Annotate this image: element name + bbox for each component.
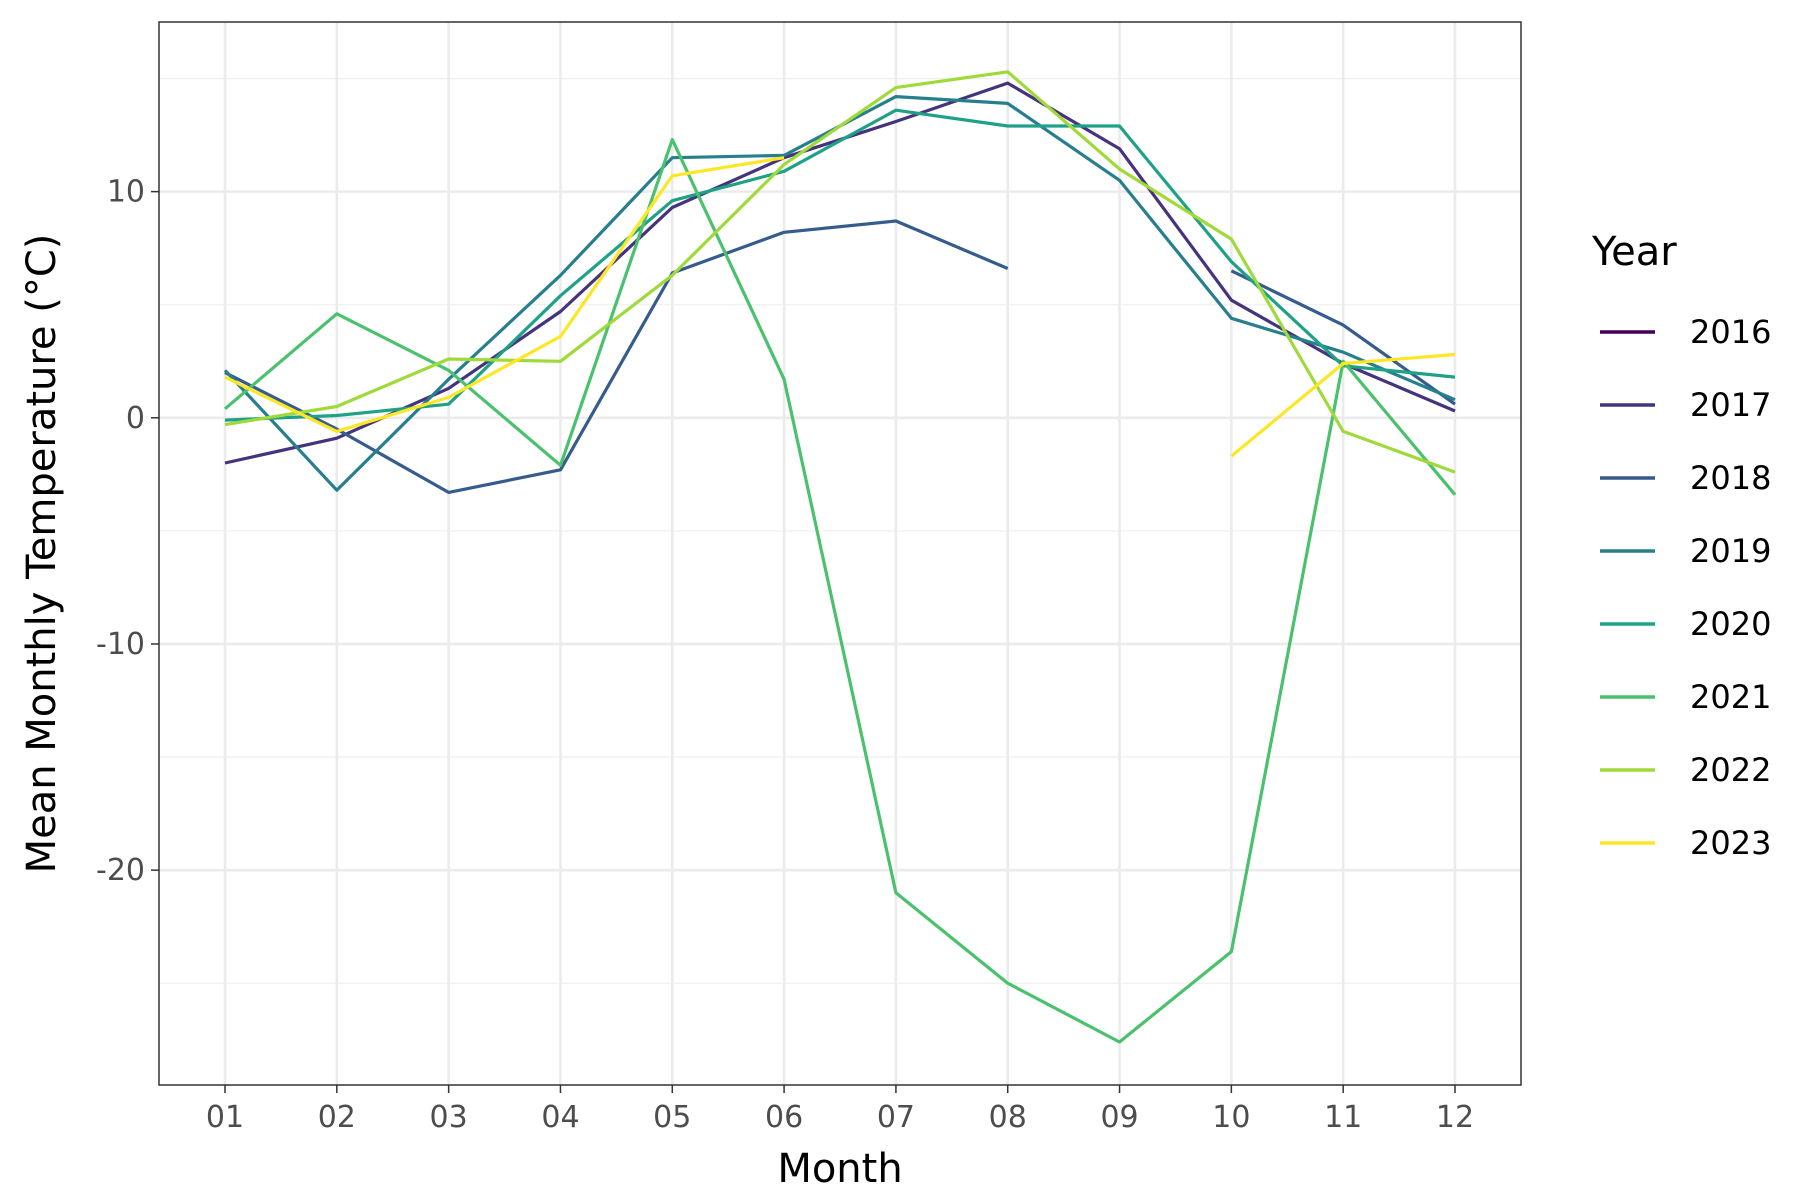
plot-background <box>159 22 1521 1085</box>
legend: Year 2016 2017 2018 2019 2020 2021 2022 2023 <box>1591 229 1771 862</box>
x-tick-label: 02 <box>318 1100 356 1135</box>
y-axis-title: Mean Monthly Temperature (°C) <box>19 234 65 874</box>
x-tick-label: 10 <box>1212 1100 1250 1135</box>
x-tick-label: 06 <box>765 1100 803 1135</box>
x-axis-title: Month <box>777 1146 902 1192</box>
x-tick-label: 03 <box>430 1100 468 1135</box>
legend-label-2019: 2019 <box>1690 532 1771 570</box>
series-line-2023 <box>224 156 1456 458</box>
x-tick-label: 05 <box>653 1100 691 1135</box>
y-tick-label: -20 <box>96 853 145 888</box>
y-tick-label: -10 <box>96 627 145 662</box>
legend-label-2023: 2023 <box>1690 824 1771 862</box>
legend-label-2018: 2018 <box>1690 459 1771 497</box>
series-line-2021 <box>223 138 1457 1044</box>
x-tick-label: 11 <box>1324 1100 1362 1135</box>
series-line-2022 <box>224 70 1456 474</box>
axes: -20 -10 0 10 01 02 03 04 05 06 07 08 09 10 11 12 <box>96 175 1474 1135</box>
x-tick-label: 01 <box>206 1100 244 1135</box>
y-tick-label: 0 <box>126 401 145 436</box>
x-tick-label: 04 <box>541 1100 579 1135</box>
series-lines <box>223 70 1457 1044</box>
x-tick-label: 09 <box>1100 1100 1138 1135</box>
legend-label-2017: 2017 <box>1690 386 1771 424</box>
grid <box>159 22 1521 1085</box>
y-tick-label: 10 <box>107 175 145 210</box>
legend-title: Year <box>1591 229 1677 275</box>
series-line-2020 <box>224 108 1456 422</box>
series-line-2018 <box>224 219 1456 494</box>
x-tick-label: 12 <box>1436 1100 1474 1135</box>
x-tick-label: 08 <box>989 1100 1027 1135</box>
legend-label-2016: 2016 <box>1690 313 1771 351</box>
legend-label-2020: 2020 <box>1690 605 1771 643</box>
legend-label-2022: 2022 <box>1690 751 1771 789</box>
plot-frame <box>158 21 1522 1086</box>
x-tick-label: 07 <box>877 1100 915 1135</box>
legend-label-2021: 2021 <box>1690 678 1771 716</box>
